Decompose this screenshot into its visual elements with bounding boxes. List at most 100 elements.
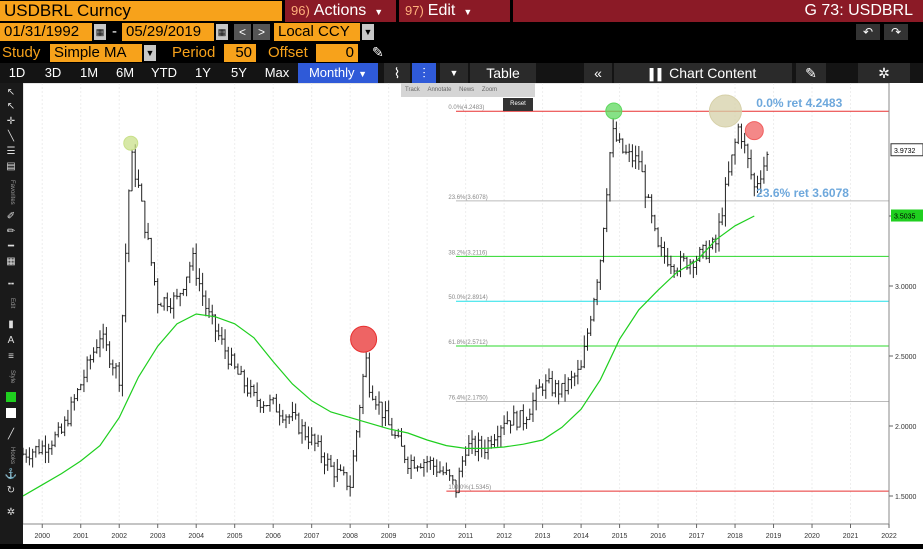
tf-max[interactable]: Max: [258, 63, 296, 83]
tf-label: 3D: [44, 65, 62, 80]
highlight-markers: [123, 94, 764, 353]
highlight-marker: [350, 325, 378, 353]
color-swatch-icon[interactable]: [4, 391, 18, 403]
fib-label: 38.2%(3.2116): [448, 250, 487, 256]
chevron-down-icon[interactable]: ▼: [144, 45, 156, 61]
chart-content-label: Chart Content: [669, 65, 757, 81]
reset-button[interactable]: Reset: [503, 98, 533, 111]
pencil-icon[interactable]: ✏: [6, 226, 16, 237]
x-tick-label: 2019: [766, 533, 782, 540]
hook-icon[interactable]: ⚓: [4, 469, 18, 480]
fib-label: 50.0%(2.8914): [448, 295, 487, 301]
page-code-text: G 73: USDBRL: [804, 2, 913, 19]
x-tick-label: 2005: [227, 533, 243, 540]
trash-icon[interactable]: ▮: [8, 319, 14, 330]
price-chart[interactable]: 0.0%(4.2483) 23.6%(3.6078) 38.2%(3.2116) 50…: [21, 82, 923, 544]
period-input[interactable]: 50: [224, 44, 256, 62]
zoom-tool[interactable]: Zoom: [481, 87, 498, 93]
fib-tool-icon[interactable]: ☰: [6, 146, 16, 157]
line-chart-icon[interactable]: ⌇: [384, 63, 410, 83]
annotate-tool[interactable]: Annotate: [427, 87, 452, 93]
tf-3d[interactable]: 3D: [36, 63, 70, 83]
gear-icon[interactable]: ✲: [6, 507, 16, 518]
ruler-icon[interactable]: ╱: [7, 429, 15, 440]
line-weight-icon[interactable]: ≡: [8, 351, 14, 362]
gear-icon[interactable]: ✲: [858, 63, 910, 83]
x-tick-label: 2000: [34, 533, 50, 540]
tf-ytd[interactable]: YTD: [144, 63, 184, 83]
chart-content-button[interactable]: ▌▌ Chart Content: [614, 63, 792, 83]
tf-6m[interactable]: 6M: [108, 63, 142, 83]
refresh-icon[interactable]: ↻: [6, 485, 16, 496]
price-bars: [21, 117, 769, 498]
last-price-tag: [890, 143, 923, 157]
tf-label: Max: [264, 65, 290, 80]
study-label: Study: [2, 44, 41, 61]
pointer-alt-icon[interactable]: ↖: [6, 101, 16, 112]
double-chevron-left-icon[interactable]: «: [584, 63, 612, 83]
hline-icon[interactable]: ━: [7, 241, 15, 252]
tf-1d[interactable]: 1D: [0, 63, 34, 83]
x-tick-label: 2003: [150, 533, 166, 540]
fib-levels: 0.0%(4.2483) 23.6%(3.6078) 38.2%(3.2116) 50…: [446, 105, 889, 492]
ticker-field[interactable]: USDBRL Curncy: [0, 1, 282, 21]
fib-label: 0.0%(4.2483): [448, 105, 484, 111]
tf-1y[interactable]: 1Y: [186, 63, 220, 83]
tf-5y[interactable]: 5Y: [222, 63, 256, 83]
calendar-icon[interactable]: ▦: [94, 24, 106, 40]
chevron-down-icon[interactable]: ▼: [362, 24, 374, 40]
table-button[interactable]: Table: [470, 63, 536, 83]
offset-input[interactable]: 0: [316, 44, 358, 62]
prev-arrow-icon[interactable]: <: [234, 24, 251, 40]
undo-icon[interactable]: ↶: [856, 24, 880, 40]
study-value: Simple MA: [54, 44, 127, 61]
chart-area[interactable]: 0.0%(4.2483) 23.6%(3.6078) 38.2%(3.2116) 50…: [21, 82, 923, 544]
chart-content-icon: ▌▌: [649, 69, 666, 81]
crosshair-icon[interactable]: ✛: [6, 116, 16, 127]
pencil-icon[interactable]: ✎: [372, 44, 384, 60]
tf-label: YTD: [151, 65, 177, 80]
chevron-down-icon[interactable]: ▼: [440, 63, 468, 83]
x-tick-label: 2020: [804, 533, 820, 540]
edit-chart-icon[interactable]: ✎: [796, 63, 826, 83]
text-style-icon[interactable]: A: [7, 335, 15, 346]
redo-icon[interactable]: ↷: [884, 24, 908, 40]
news-tool[interactable]: News: [459, 87, 475, 93]
channel-tool-icon[interactable]: ▤: [6, 161, 16, 172]
edit-menu[interactable]: 97) Edit ▼: [399, 0, 510, 23]
x-tick-label: 2015: [612, 533, 628, 540]
x-tick-label: 2014: [573, 533, 589, 540]
frequency-select[interactable]: Monthly ▼: [298, 63, 378, 83]
color-swatch-icon[interactable]: [4, 407, 18, 419]
x-tick-label: 2016: [650, 533, 666, 540]
bar-chart-icon[interactable]: ⫶: [412, 63, 436, 83]
green-swatch: [6, 392, 16, 402]
brush-icon[interactable]: ✐: [6, 211, 16, 222]
tf-label: 1D: [8, 65, 26, 80]
highlight-marker: [605, 102, 623, 120]
reset-label: Reset: [510, 101, 526, 107]
moving-average-line: [22, 215, 755, 497]
start-date-input[interactable]: 01/31/1992: [0, 23, 92, 41]
study-bar: Study Simple MA ▼ Period 50 Offset 0 ✎: [0, 43, 923, 63]
track-tool[interactable]: Track: [405, 87, 420, 93]
edit-label: Edit: [427, 2, 456, 19]
end-date-input[interactable]: 05/29/2019: [122, 23, 214, 41]
dash-icon[interactable]: ╍: [7, 279, 15, 290]
fib-label: 100.0%(1.5345): [448, 485, 491, 491]
currency-select[interactable]: Local CCY: [274, 23, 360, 41]
tf-1m[interactable]: 1M: [72, 63, 106, 83]
x-tick-label: 2008: [342, 533, 358, 540]
fib-label: 61.8%(2.5712): [448, 340, 487, 346]
grid: [22, 82, 890, 525]
date-bar: 01/31/1992 ▦ - 05/29/2019 ▦ < > Local CC…: [0, 22, 923, 42]
white-swatch: [6, 408, 16, 418]
actions-menu[interactable]: 96) Actions ▼: [285, 0, 396, 23]
pointer-icon[interactable]: ↖: [6, 87, 16, 98]
tf-label: 6M: [115, 65, 135, 80]
line-tool-icon[interactable]: ╲: [7, 131, 15, 142]
grid-icon[interactable]: ▦: [6, 256, 16, 267]
study-select[interactable]: Simple MA: [50, 44, 142, 62]
next-arrow-icon[interactable]: >: [253, 24, 270, 40]
calendar-icon[interactable]: ▦: [216, 24, 228, 40]
